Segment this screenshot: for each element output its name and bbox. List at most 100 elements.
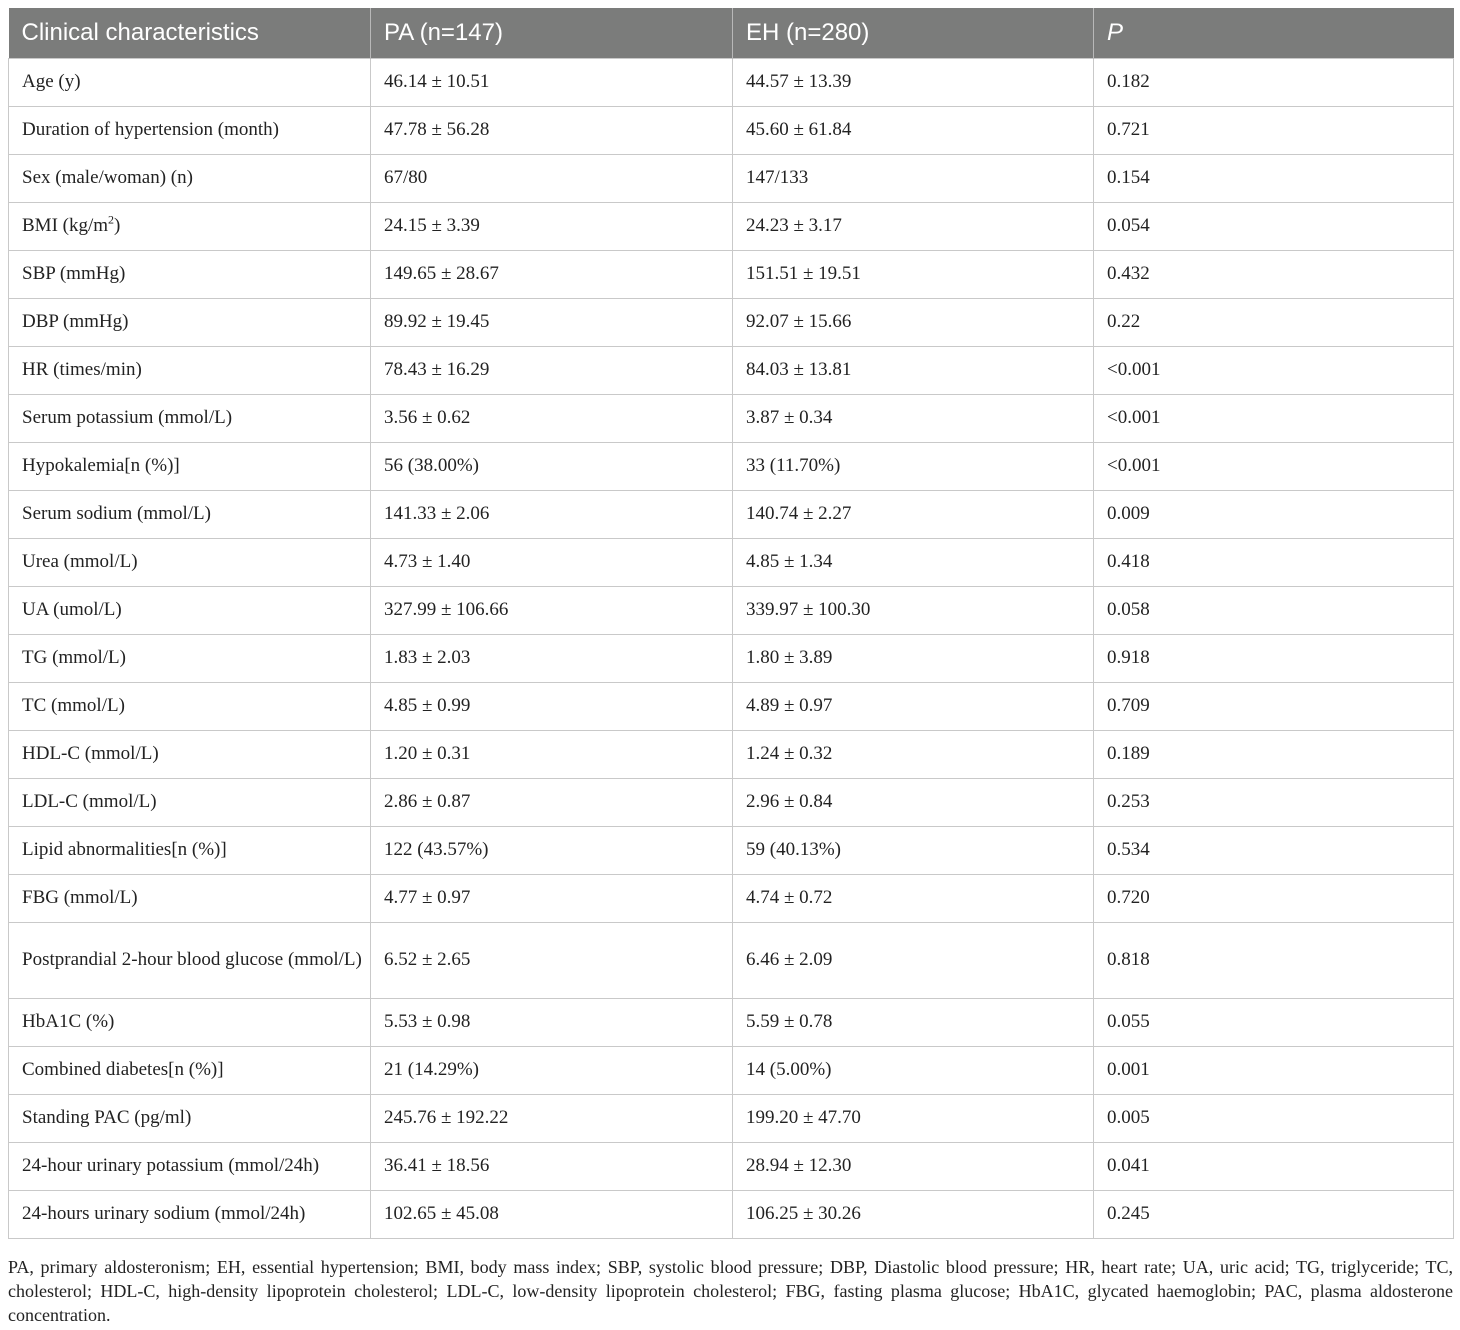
p-value: 0.534 <box>1093 825 1454 875</box>
pa-value: 36.41 ± 18.56 <box>370 1141 733 1191</box>
p-value: 0.054 <box>1093 201 1454 251</box>
p-value: 0.182 <box>1093 57 1454 107</box>
table-row: 24-hours urinary sodium (mmol/24h) 102.6… <box>8 1189 1454 1239</box>
p-value: 0.22 <box>1093 297 1454 347</box>
eh-value: 1.24 ± 0.32 <box>732 729 1094 779</box>
row-label: TC (mmol/L) <box>8 681 371 731</box>
table-row: HDL-C (mmol/L) 1.20 ± 0.31 1.24 ± 0.32 0… <box>8 729 1454 779</box>
row-label: Duration of hypertension (month) <box>8 105 371 155</box>
eh-value: 92.07 ± 15.66 <box>732 297 1094 347</box>
p-value: 0.720 <box>1093 873 1454 923</box>
p-value: 0.009 <box>1093 489 1454 539</box>
pa-value: 47.78 ± 56.28 <box>370 105 733 155</box>
eh-value: 1.80 ± 3.89 <box>732 633 1094 683</box>
table-row: Urea (mmol/L) 4.73 ± 1.40 4.85 ± 1.34 0.… <box>8 537 1454 587</box>
table-row: Serum potassium (mmol/L) 3.56 ± 0.62 3.8… <box>8 393 1454 443</box>
row-label: Serum potassium (mmol/L) <box>8 393 371 443</box>
pa-value: 56 (38.00%) <box>370 441 733 491</box>
pa-value: 1.20 ± 0.31 <box>370 729 733 779</box>
p-value: 0.418 <box>1093 537 1454 587</box>
eh-value: 6.46 ± 2.09 <box>732 921 1094 999</box>
p-value: <0.001 <box>1093 393 1454 443</box>
p-value: <0.001 <box>1093 345 1454 395</box>
eh-value: 140.74 ± 2.27 <box>732 489 1094 539</box>
table-row: TG (mmol/L) 1.83 ± 2.03 1.80 ± 3.89 0.91… <box>8 633 1454 683</box>
row-label: Age (y) <box>8 57 371 107</box>
row-label: 24-hour urinary potassium (mmol/24h) <box>8 1141 371 1191</box>
p-value: 0.818 <box>1093 921 1454 999</box>
p-value: <0.001 <box>1093 441 1454 491</box>
p-value: 0.005 <box>1093 1093 1454 1143</box>
eh-value: 5.59 ± 0.78 <box>732 997 1094 1047</box>
characteristics-table-container: Clinical characteristics PA (n=147) EH (… <box>8 8 1454 1239</box>
table-row: Age (y) 46.14 ± 10.51 44.57 ± 13.39 0.18… <box>8 57 1454 107</box>
header-eh-group: EH (n=280) <box>732 8 1094 58</box>
pa-value: 4.73 ± 1.40 <box>370 537 733 587</box>
eh-value: 3.87 ± 0.34 <box>732 393 1094 443</box>
p-value: 0.041 <box>1093 1141 1454 1191</box>
table-row: DBP (mmHg) 89.92 ± 19.45 92.07 ± 15.66 0… <box>8 297 1454 347</box>
table-row: 24-hour urinary potassium (mmol/24h) 36.… <box>8 1141 1454 1191</box>
table-row: BMI (kg/m2) 24.15 ± 3.39 24.23 ± 3.17 0.… <box>8 201 1454 251</box>
row-label: SBP (mmHg) <box>8 249 371 299</box>
row-label: Lipid abnormalities[n (%)] <box>8 825 371 875</box>
table-row: LDL-C (mmol/L) 2.86 ± 0.87 2.96 ± 0.84 0… <box>8 777 1454 827</box>
table-header: Clinical characteristics PA (n=147) EH (… <box>8 8 1454 58</box>
pa-value: 46.14 ± 10.51 <box>370 57 733 107</box>
eh-value: 199.20 ± 47.70 <box>732 1093 1094 1143</box>
header-pa-group: PA (n=147) <box>370 8 733 58</box>
row-label: Standing PAC (pg/ml) <box>8 1093 371 1143</box>
p-value: 0.189 <box>1093 729 1454 779</box>
pa-value: 21 (14.29%) <box>370 1045 733 1095</box>
eh-value: 4.85 ± 1.34 <box>732 537 1094 587</box>
table-row: Serum sodium (mmol/L) 141.33 ± 2.06 140.… <box>8 489 1454 539</box>
row-label: Hypokalemia[n (%)] <box>8 441 371 491</box>
table-row: Combined diabetes[n (%)] 21 (14.29%) 14 … <box>8 1045 1454 1095</box>
pa-value: 245.76 ± 192.22 <box>370 1093 733 1143</box>
pa-value: 6.52 ± 2.65 <box>370 921 733 999</box>
eh-value: 44.57 ± 13.39 <box>732 57 1094 107</box>
table-footnote: PA, primary aldosteronism; EH, essential… <box>8 1257 1453 1325</box>
pa-value: 3.56 ± 0.62 <box>370 393 733 443</box>
pa-value: 78.43 ± 16.29 <box>370 345 733 395</box>
eh-value: 147/133 <box>732 153 1094 203</box>
row-label: TG (mmol/L) <box>8 633 371 683</box>
row-label: UA (umol/L) <box>8 585 371 635</box>
eh-value: 4.74 ± 0.72 <box>732 873 1094 923</box>
row-label: Combined diabetes[n (%)] <box>8 1045 371 1095</box>
row-label: HR (times/min) <box>8 345 371 395</box>
row-label: Sex (male/woman) (n) <box>8 153 371 203</box>
pa-value: 1.83 ± 2.03 <box>370 633 733 683</box>
row-label: LDL-C (mmol/L) <box>8 777 371 827</box>
pa-value: 89.92 ± 19.45 <box>370 297 733 347</box>
header-p-value: P <box>1093 8 1454 58</box>
row-label: BMI (kg/m2) <box>8 201 371 251</box>
row-label: Postprandial 2-hour blood glucose (mmol/… <box>8 921 371 999</box>
p-value: 0.058 <box>1093 585 1454 635</box>
eh-value: 45.60 ± 61.84 <box>732 105 1094 155</box>
clinical-characteristics-table: Clinical characteristics PA (n=147) EH (… <box>8 8 1454 1239</box>
eh-value: 151.51 ± 19.51 <box>732 249 1094 299</box>
pa-value: 4.77 ± 0.97 <box>370 873 733 923</box>
eh-value: 28.94 ± 12.30 <box>732 1141 1094 1191</box>
pa-value: 24.15 ± 3.39 <box>370 201 733 251</box>
table-row: Lipid abnormalities[n (%)] 122 (43.57%) … <box>8 825 1454 875</box>
table-row: Duration of hypertension (month) 47.78 ±… <box>8 105 1454 155</box>
pa-value: 2.86 ± 0.87 <box>370 777 733 827</box>
table-row: Standing PAC (pg/ml) 245.76 ± 192.22 199… <box>8 1093 1454 1143</box>
pa-value: 4.85 ± 0.99 <box>370 681 733 731</box>
table-row: Hypokalemia[n (%)] 56 (38.00%) 33 (11.70… <box>8 441 1454 491</box>
eh-value: 2.96 ± 0.84 <box>732 777 1094 827</box>
eh-value: 24.23 ± 3.17 <box>732 201 1094 251</box>
pa-value: 102.65 ± 45.08 <box>370 1189 733 1239</box>
p-value: 0.245 <box>1093 1189 1454 1239</box>
row-label: HDL-C (mmol/L) <box>8 729 371 779</box>
pa-value: 67/80 <box>370 153 733 203</box>
row-label: DBP (mmHg) <box>8 297 371 347</box>
row-label: FBG (mmol/L) <box>8 873 371 923</box>
row-label: 24-hours urinary sodium (mmol/24h) <box>8 1189 371 1239</box>
p-value: 0.918 <box>1093 633 1454 683</box>
p-value: 0.154 <box>1093 153 1454 203</box>
table-row: TC (mmol/L) 4.85 ± 0.99 4.89 ± 0.97 0.70… <box>8 681 1454 731</box>
eh-value: 4.89 ± 0.97 <box>732 681 1094 731</box>
